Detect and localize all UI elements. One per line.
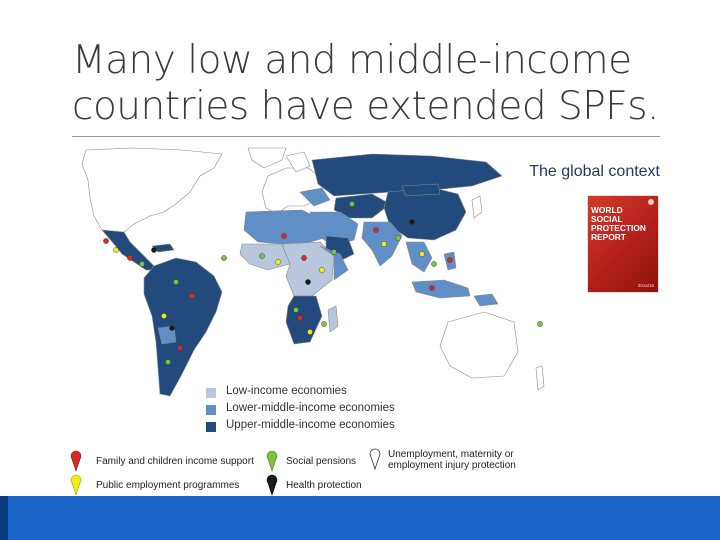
japan bbox=[471, 195, 483, 219]
central-asia bbox=[333, 193, 391, 219]
title-divider bbox=[72, 136, 660, 137]
slide-title-line-1: Many low and middle-income bbox=[72, 38, 632, 83]
mexico-central-america bbox=[101, 229, 159, 271]
legend-family-children: Family and children income support bbox=[96, 456, 254, 467]
south-america bbox=[143, 257, 223, 397]
north-africa bbox=[243, 209, 325, 245]
legend-public-employment: Public employment programmes bbox=[96, 480, 240, 491]
eastern-europe bbox=[299, 187, 331, 207]
footer-bar bbox=[0, 496, 720, 540]
report-cover-title-line: PROTECTION bbox=[591, 223, 646, 233]
report-cover-title-line: SOCIAL bbox=[591, 214, 623, 224]
green-pin-icon bbox=[266, 450, 278, 472]
world-social-protection-report-cover: WORLD SOCIAL PROTECTION REPORT 2014/15 bbox=[588, 196, 658, 292]
white-pin-icon bbox=[369, 448, 381, 470]
red-pin-icon bbox=[70, 450, 82, 472]
new-zealand bbox=[535, 365, 545, 391]
lower-middle-income-swatch bbox=[206, 405, 216, 415]
low-income-swatch bbox=[206, 388, 216, 398]
report-cover-title: WORLD SOCIAL PROTECTION REPORT bbox=[591, 206, 655, 242]
greenland-landmass bbox=[247, 147, 287, 169]
legend-unemployment-maternity: Unemployment, maternity or employment in… bbox=[388, 449, 516, 471]
legend-social-pensions: Social pensions bbox=[286, 456, 357, 467]
footer-accent bbox=[0, 496, 8, 540]
yellow-pin-icon bbox=[70, 474, 82, 496]
north-america-landmass bbox=[81, 147, 223, 239]
policy-legend: Family and children income support Publi… bbox=[66, 446, 546, 496]
upper-middle-income-swatch bbox=[206, 422, 216, 432]
russia bbox=[311, 153, 503, 197]
report-cover-year: 2014/15 bbox=[637, 283, 654, 288]
papua bbox=[473, 293, 499, 307]
southern-africa bbox=[285, 295, 323, 345]
black-pin-icon bbox=[266, 474, 278, 496]
australia bbox=[439, 311, 519, 379]
ilo-logo-icon bbox=[648, 199, 654, 205]
world-map bbox=[81, 147, 545, 397]
madagascar bbox=[327, 305, 339, 333]
slide-title: Many low and middle-income countries hav… bbox=[72, 38, 672, 130]
legend-label: Lower-middle-income economies bbox=[226, 402, 395, 414]
southeast-asia bbox=[405, 241, 433, 273]
scandinavia bbox=[285, 151, 311, 173]
legend-label: Low-income economies bbox=[226, 385, 347, 397]
mongolia bbox=[401, 183, 441, 197]
indonesia bbox=[411, 279, 471, 299]
report-cover-title-line: WORLD bbox=[591, 205, 623, 215]
legend-label: Upper-middle-income economies bbox=[226, 419, 395, 431]
china bbox=[383, 187, 467, 241]
slide-title-line-2: countries have extended SPFs. bbox=[72, 84, 659, 129]
legend-health-protection: Health protection bbox=[286, 480, 362, 491]
report-cover-title-line: REPORT bbox=[591, 232, 626, 242]
west-africa bbox=[239, 243, 291, 271]
global-context-label: The global context bbox=[529, 163, 660, 180]
